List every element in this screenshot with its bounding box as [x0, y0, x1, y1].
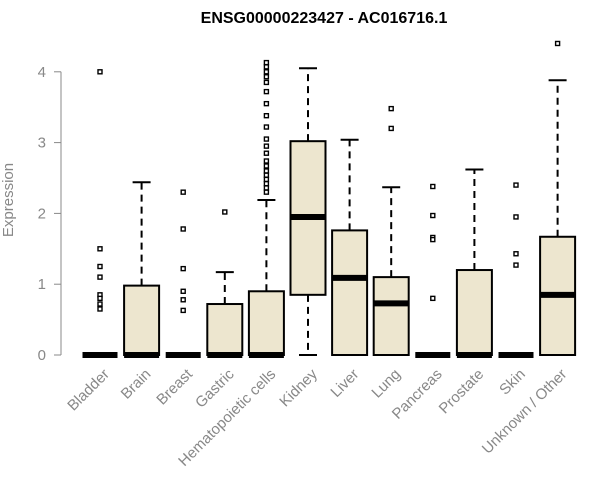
y-tick-label: 3: [38, 135, 46, 152]
outlier-point: [263, 176, 270, 183]
outlier-point: [388, 105, 394, 112]
outlier-point: [97, 295, 103, 302]
outlier-point: [97, 274, 103, 280]
outlier-point: [263, 100, 270, 107]
outlier-point: [554, 40, 561, 47]
outlier-point: [180, 226, 186, 232]
box-9: [455, 168, 493, 358]
outlier-point: [263, 163, 270, 169]
outlier-point: [263, 79, 270, 86]
outlier-point: [430, 212, 436, 219]
outlier-point: [97, 263, 103, 270]
outlier-point: [263, 168, 270, 174]
outlier-point: [263, 112, 270, 119]
boxes-group: [82, 40, 577, 358]
outlier-point: [263, 189, 270, 195]
box-body: [455, 269, 493, 357]
outlier-point: [263, 69, 270, 75]
outlier-point: [263, 180, 270, 187]
box-body: [331, 229, 369, 356]
x-tick-label: Breast: [153, 365, 196, 408]
box-8: [415, 183, 451, 358]
y-tick-label: 2: [38, 205, 46, 222]
x-tick-label: Liver: [327, 366, 362, 401]
outlier-point: [222, 209, 228, 215]
outlier-point: [513, 214, 519, 220]
box-5: [289, 67, 327, 356]
box-body: [247, 290, 285, 356]
x-tick-label: Brain: [118, 366, 155, 403]
y-tick-label: 0: [38, 347, 46, 364]
box-6: [331, 138, 369, 356]
box-1: [123, 181, 161, 358]
outlier-point: [180, 288, 186, 294]
outlier-point: [180, 297, 186, 303]
x-tick-label: Kidney: [276, 365, 321, 410]
x-tick-label: Bladder: [64, 366, 113, 415]
outlier-point: [97, 301, 103, 307]
outlier-point: [263, 158, 270, 164]
box-4: [247, 59, 285, 358]
box-2: [165, 189, 201, 358]
outlier-point: [263, 64, 270, 70]
outlier-point: [388, 125, 394, 132]
y-tick-label: 1: [38, 276, 46, 293]
y-axis-label: Expression: [0, 163, 17, 237]
box-7: [372, 105, 410, 356]
outlier-point: [263, 124, 270, 130]
box-0: [82, 69, 118, 358]
box-body: [206, 303, 244, 356]
outlier-point: [97, 246, 103, 252]
outlier-point: [263, 185, 270, 191]
outlier-point: [263, 136, 270, 142]
chart-title: ENSG00000223427 - AC016716.1: [201, 10, 448, 27]
box-10: [498, 182, 534, 358]
outlier-point: [513, 251, 519, 257]
outlier-point: [263, 88, 270, 95]
box-body: [372, 276, 410, 356]
x-tick-label: Lung: [368, 366, 404, 402]
outlier-point: [513, 182, 519, 188]
y-axis: 0 1 2 3 4: [38, 64, 62, 364]
outlier-point: [97, 69, 103, 75]
x-tick-label: Prostate: [436, 366, 488, 418]
outlier-point: [180, 307, 186, 314]
outlier-point: [263, 143, 270, 149]
outlier-point: [263, 74, 270, 80]
outlier-point: [180, 189, 186, 195]
outlier-point: [263, 172, 270, 178]
y-tick-label: 4: [38, 64, 46, 81]
box-body: [123, 284, 161, 356]
outlier-point: [430, 236, 436, 243]
outlier-point: [180, 265, 186, 272]
x-tick-label: Skin: [496, 366, 529, 399]
box-3: [206, 209, 244, 358]
outlier-point: [97, 306, 103, 312]
outlier-point: [430, 295, 436, 302]
outlier-point: [513, 262, 519, 268]
outlier-point: [263, 150, 270, 156]
box-11: [539, 40, 577, 357]
outlier-point: [263, 59, 270, 66]
outlier-point: [430, 183, 436, 190]
